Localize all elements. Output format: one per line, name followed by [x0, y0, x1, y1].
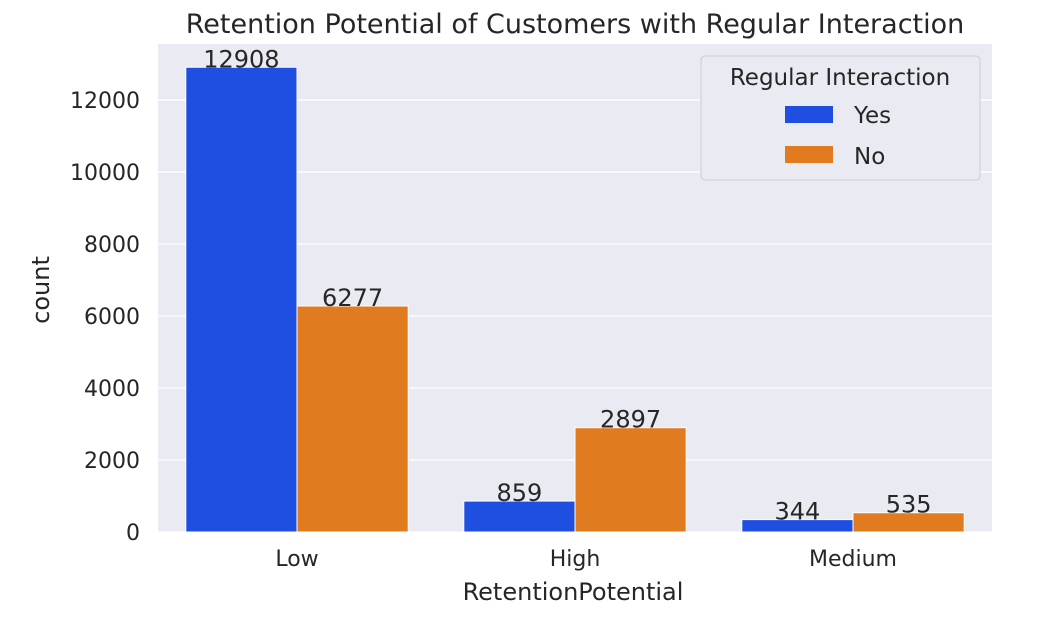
- x-tick-label: High: [550, 547, 601, 572]
- legend-swatch-no: [785, 146, 833, 163]
- bar-low-no: [296, 305, 409, 533]
- y-axis-ticks: 0 2000 4000 6000 8000 10000 12000: [70, 89, 140, 546]
- legend: Regular Interaction Yes No: [700, 55, 981, 181]
- data-label-high-no: 2897: [600, 406, 661, 434]
- data-label-low-yes: 12908: [203, 45, 279, 73]
- x-axis-ticks: Low High Medium: [275, 547, 897, 572]
- y-tick-label: 6000: [84, 305, 140, 330]
- x-tick-label: Low: [275, 547, 318, 572]
- bars: [185, 66, 965, 533]
- y-tick-label: 2000: [84, 449, 140, 474]
- y-tick-label: 4000: [84, 377, 140, 402]
- data-label-medium-yes: 344: [774, 498, 820, 526]
- y-axis-label: count: [27, 256, 55, 324]
- bar-low-yes: [185, 66, 298, 533]
- y-tick-label: 12000: [70, 89, 140, 114]
- data-labels: 12908 6277 859 2897 344 535: [203, 45, 931, 525]
- legend-title: Regular Interaction: [730, 65, 950, 91]
- legend-box: [700, 55, 981, 181]
- data-label-medium-no: 535: [886, 491, 932, 519]
- y-tick-label: 10000: [70, 161, 140, 186]
- legend-label-no: No: [854, 144, 885, 170]
- bar-medium-no: [852, 512, 965, 533]
- data-label-high-yes: 859: [496, 479, 542, 507]
- legend-label-yes: Yes: [853, 103, 891, 129]
- data-label-low-no: 6277: [322, 284, 383, 312]
- bar-high-no: [574, 427, 687, 533]
- y-tick-label: 8000: [84, 233, 140, 258]
- chart-title: Retention Potential of Customers with Re…: [186, 9, 965, 40]
- x-axis-label: RetentionPotential: [463, 578, 684, 606]
- legend-swatch-yes: [785, 106, 833, 123]
- x-tick-label: Medium: [809, 547, 897, 572]
- bar-high-yes: [463, 500, 576, 533]
- y-tick-label: 0: [126, 521, 140, 546]
